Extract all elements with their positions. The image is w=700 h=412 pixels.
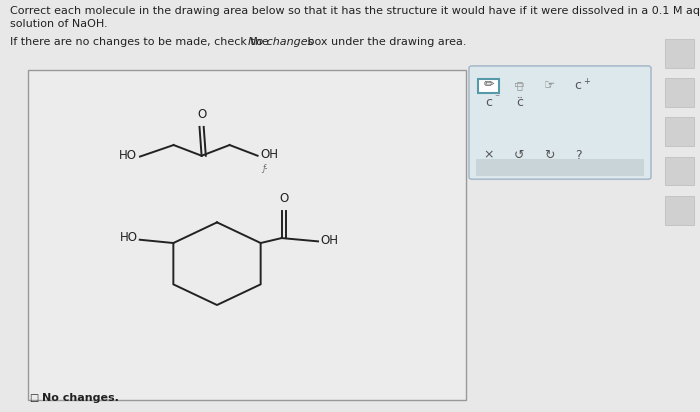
Text: ×: × bbox=[483, 149, 493, 162]
Text: solution of NaOH.: solution of NaOH. bbox=[10, 19, 108, 28]
Text: OH: OH bbox=[321, 234, 339, 247]
Text: HO: HO bbox=[120, 231, 138, 244]
Text: +: + bbox=[583, 77, 590, 86]
Text: ƒ-: ƒ- bbox=[262, 164, 267, 173]
Text: ⁻: ⁻ bbox=[494, 93, 500, 103]
Text: O: O bbox=[197, 108, 206, 121]
Text: c: c bbox=[485, 96, 492, 109]
FancyBboxPatch shape bbox=[665, 78, 694, 107]
Text: ⬜: ⬜ bbox=[517, 80, 522, 90]
FancyBboxPatch shape bbox=[665, 196, 694, 225]
Text: c: c bbox=[575, 79, 582, 92]
Text: ☞: ☞ bbox=[544, 79, 555, 92]
FancyBboxPatch shape bbox=[28, 70, 466, 400]
Text: O: O bbox=[279, 192, 288, 205]
Text: c̈: c̈ bbox=[516, 96, 523, 109]
Text: ?: ? bbox=[575, 149, 582, 162]
Text: □: □ bbox=[29, 393, 38, 403]
FancyBboxPatch shape bbox=[469, 66, 651, 179]
Text: If there are no changes to be made, check the: If there are no changes to be made, chec… bbox=[10, 37, 273, 47]
Text: ✏: ✏ bbox=[483, 79, 493, 92]
Text: HO: HO bbox=[118, 149, 136, 162]
Text: ▭: ▭ bbox=[514, 80, 525, 90]
Text: No changes.: No changes. bbox=[42, 393, 119, 403]
FancyBboxPatch shape bbox=[476, 159, 644, 176]
Text: ↺: ↺ bbox=[514, 149, 525, 162]
FancyBboxPatch shape bbox=[478, 79, 499, 93]
Text: box under the drawing area.: box under the drawing area. bbox=[304, 37, 466, 47]
FancyBboxPatch shape bbox=[665, 39, 694, 68]
Text: OH: OH bbox=[260, 148, 279, 161]
Text: ↻: ↻ bbox=[545, 149, 554, 162]
FancyBboxPatch shape bbox=[665, 117, 694, 146]
FancyBboxPatch shape bbox=[665, 157, 694, 185]
Text: Correct each molecule in the drawing area below so that it has the structure it : Correct each molecule in the drawing are… bbox=[10, 6, 700, 16]
Text: No changes: No changes bbox=[248, 37, 314, 47]
